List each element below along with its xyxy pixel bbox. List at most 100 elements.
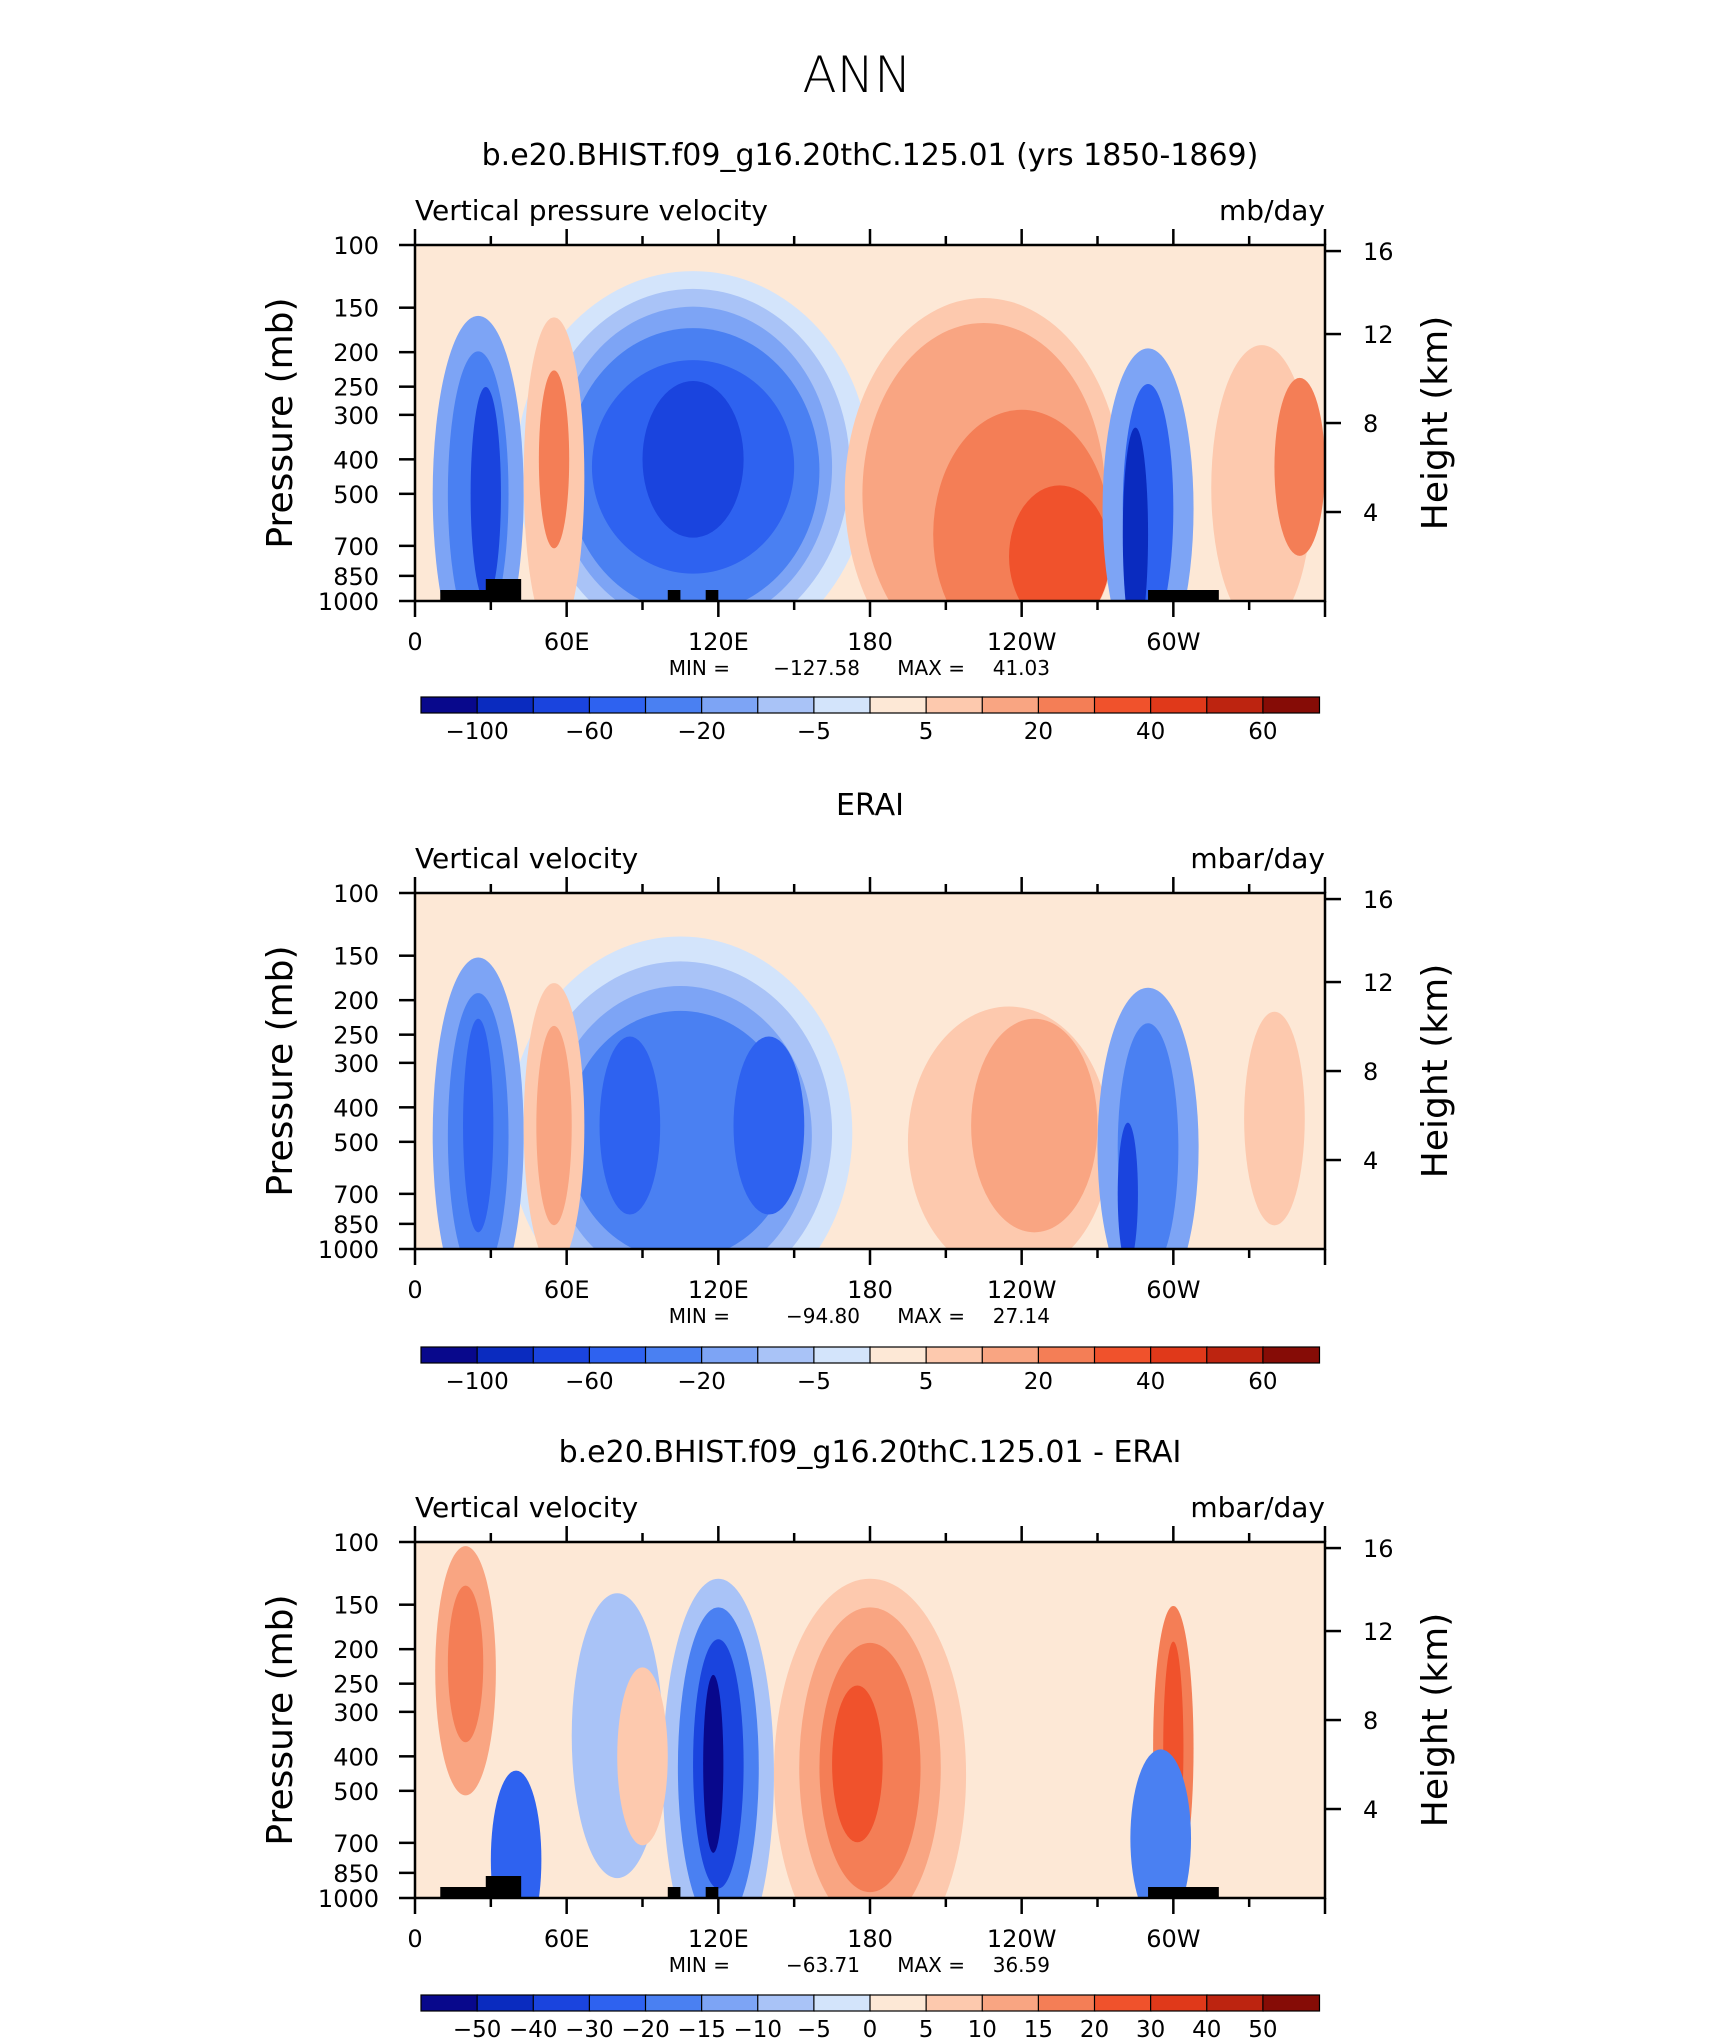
y2-tick-label: 8 (1363, 410, 1378, 438)
y-axis-title: Pressure (mb) (260, 1594, 301, 1845)
colorbar-label: 5 (919, 719, 934, 745)
colorbar-swatch (981, 696, 1040, 714)
y-tick-label: 400 (333, 1094, 379, 1122)
colorbar-label: −5 (797, 719, 831, 745)
y2-tick-label: 4 (1363, 1147, 1378, 1175)
y2-axis-title: Height (km) (1415, 964, 1456, 1178)
colorbar-swatch (532, 1994, 591, 2012)
colorbar-label: −50 (453, 2017, 502, 2038)
colorbar-label: −10 (733, 2017, 782, 2038)
x-tick-label: 60E (544, 1276, 590, 1304)
topography-block (485, 579, 522, 601)
y-tick-label: 250 (333, 1022, 379, 1050)
colorbar-swatch (925, 1346, 984, 1364)
max-value: 41.03 (993, 656, 1050, 680)
x-tick-label: 120E (688, 1925, 749, 1953)
max-label: MAX = (897, 656, 965, 680)
y-tick-label: 200 (333, 339, 379, 367)
figure-title: ANN (802, 46, 911, 104)
y2-tick-label: 8 (1363, 1058, 1378, 1086)
x-tick-label: 0 (407, 1925, 422, 1953)
colorbar-swatch (588, 1346, 647, 1364)
colorbar-swatch (1093, 696, 1152, 714)
x-tick-label: 120E (688, 628, 749, 656)
y-tick-label: 850 (333, 1211, 379, 1239)
y-tick-label: 1000 (318, 1236, 379, 1264)
colorbar-swatch (420, 1994, 479, 2012)
colorbar-swatch (701, 1994, 759, 2012)
topography-block (485, 1876, 522, 1898)
max-value: 36.59 (993, 1953, 1050, 1977)
x-tick-label: 0 (407, 628, 422, 656)
colorbar-swatch (1093, 1994, 1152, 2012)
contour-region-11 (617, 1667, 668, 1846)
colorbar-swatch (532, 1346, 591, 1364)
y-tick-label: 300 (333, 1050, 379, 1078)
y2-tick-label: 4 (1363, 499, 1378, 527)
colorbar-label: 20 (1024, 1369, 1053, 1395)
colorbar-label: 10 (968, 2017, 997, 2038)
topography-block (1148, 590, 1219, 601)
colorbar-swatch (1150, 696, 1208, 714)
units-label: mb/day (1219, 194, 1325, 227)
colorbar-swatch (420, 696, 479, 714)
colorbar-label: 50 (1248, 2017, 1277, 2038)
colorbar-label: −100 (446, 1369, 509, 1395)
colorbar-swatch (1262, 696, 1321, 714)
colorbar-label: 5 (919, 1369, 934, 1395)
x-tick-label: 120W (987, 628, 1057, 656)
x-tick-label: 120W (987, 1276, 1057, 1304)
colorbar-swatch (1037, 1994, 1096, 2012)
y-axis-title: Pressure (mb) (260, 945, 301, 1196)
colorbar-swatch (1150, 1994, 1208, 2012)
colorbar-label: −15 (677, 2017, 726, 2038)
panel-title: b.e20.BHIST.f09_g16.20thC.125.01 - ERAI (559, 1435, 1182, 1470)
y-tick-label: 500 (333, 1778, 379, 1806)
contour-field (415, 245, 1325, 601)
panel-title: b.e20.BHIST.f09_g16.20thC.125.01 (yrs 18… (482, 138, 1259, 173)
contour-region-8 (470, 387, 501, 601)
units-label: mbar/day (1190, 842, 1325, 875)
panel-title: ERAI (836, 788, 904, 823)
y-tick-label: 150 (333, 943, 379, 971)
y2-tick-label: 12 (1363, 1618, 1394, 1646)
max-label: MAX = (897, 1953, 965, 1977)
colorbar-label: −60 (565, 719, 614, 745)
y2-tick-label: 16 (1363, 1535, 1394, 1563)
y2-tick-label: 4 (1363, 1796, 1378, 1824)
y-tick-label: 200 (333, 987, 379, 1015)
colorbar-swatch (869, 1994, 928, 2012)
colorbar-swatch (644, 1994, 703, 2012)
max-value: 27.14 (993, 1304, 1050, 1328)
topography-block (440, 1887, 504, 1898)
colorbar-swatch (588, 696, 647, 714)
y-tick-label: 700 (333, 1181, 379, 1209)
colorbar-swatch (925, 696, 984, 714)
colorbar-label: 60 (1248, 719, 1277, 745)
min-value: −63.71 (786, 1953, 860, 1977)
colorbar-label: −5 (797, 2017, 831, 2038)
y-tick-label: 500 (333, 481, 379, 509)
y-tick-label: 250 (333, 1671, 379, 1699)
min-label: MIN = (669, 1304, 730, 1328)
colorbar: −100 −60 −20 −5 5 20 40 60 (420, 696, 1321, 745)
colorbar-label: −5 (797, 1369, 831, 1395)
colorbar-swatch (476, 1994, 535, 2012)
colorbar-swatch (1206, 696, 1264, 714)
variable-label: Vertical velocity (415, 842, 638, 875)
contour-region-5 (642, 381, 744, 538)
colorbar-swatch (813, 1994, 872, 2012)
colorbar-swatch (981, 1346, 1040, 1364)
colorbar-swatch (420, 1346, 479, 1364)
panel-2: ERAI Vertical velocity mbar/day 0 60E 120E 180… (260, 788, 1456, 1395)
x-tick-label: 120W (987, 1925, 1057, 1953)
contour-region-14 (1130, 1749, 1192, 1898)
x-tick-label: 60W (1146, 1276, 1200, 1304)
contour-region-15 (490, 1770, 542, 1898)
contour-region-19 (1274, 377, 1325, 556)
colorbar-label: −20 (677, 1369, 726, 1395)
colorbar-swatch (1206, 1994, 1264, 2012)
colorbar-label: −20 (621, 2017, 670, 2038)
y-tick-label: 250 (333, 374, 379, 402)
colorbar-swatch (981, 1994, 1040, 2012)
